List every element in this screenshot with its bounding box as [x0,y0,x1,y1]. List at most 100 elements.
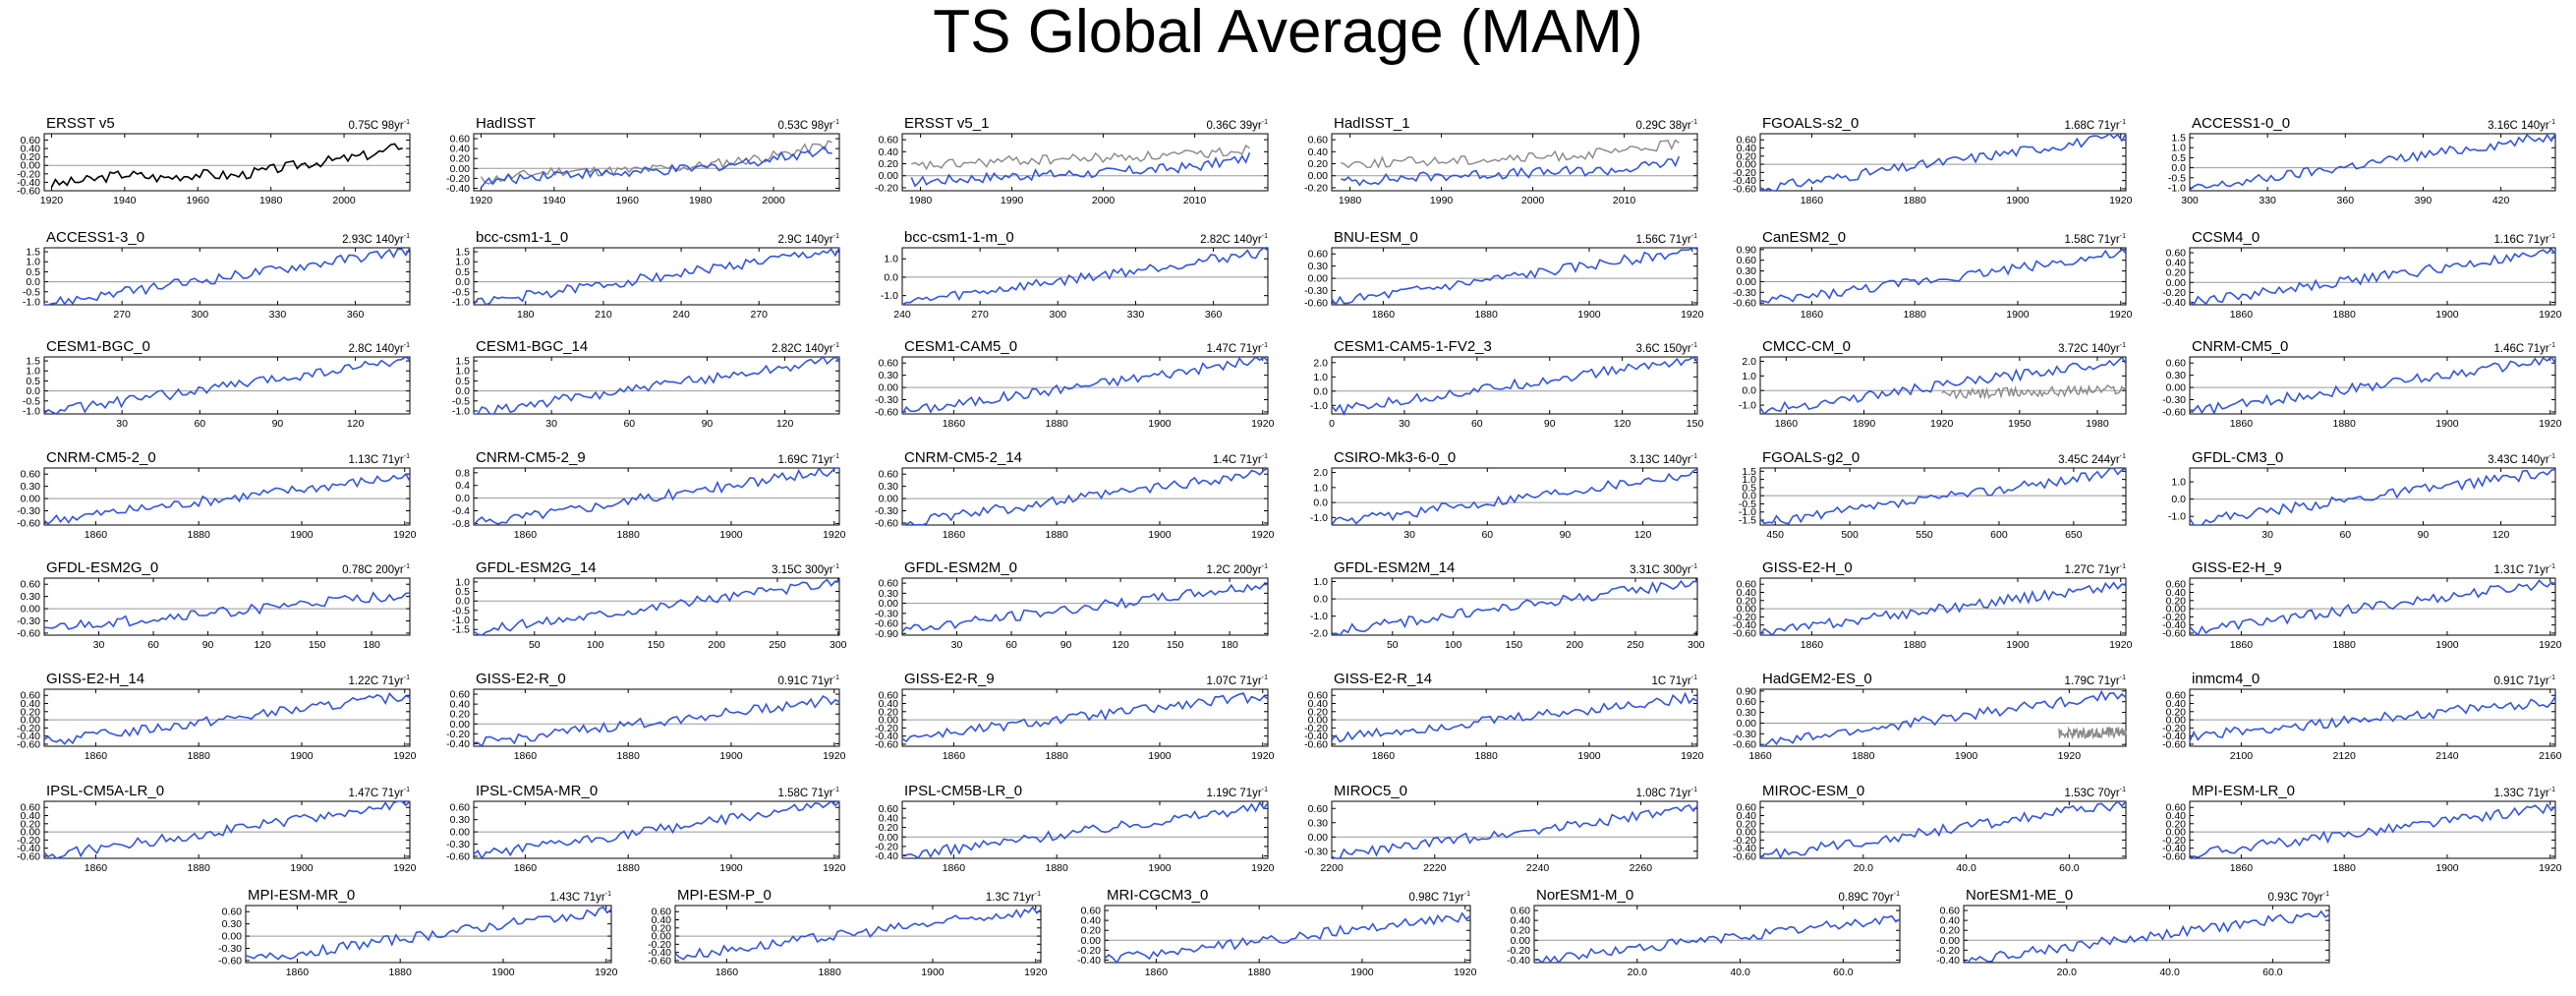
x-tick-label: 1860 [943,418,966,430]
x-tick-label: 1920 [393,862,417,874]
y-tick-label: 0.0 [26,276,40,288]
panel-trend: 1.68C 71yr-1 [2064,119,2127,132]
y-tick-label: -1.0 [2168,511,2186,523]
y-tick-label: 0.60 [1737,802,1757,814]
panel-cesm1-cam5-1-fv2-3: CESM1-CAM5-1-FV2_3 3.6C 150yr-1 2.0 1.0 0.0 -… [1310,339,1704,431]
y-tick-label: 0.00 [879,598,899,610]
x-tick-label: 1900 [2435,418,2459,430]
y-tick-label: -0.40 [17,843,40,854]
y-tick-label: -0.20 [875,723,898,734]
y-tick-label: -0.60 [1733,739,1756,751]
model-series-line [901,692,1269,743]
y-tick-label: 0.0 [455,276,470,288]
x-tick-label: 40.0 [1730,967,1750,978]
y-tick-label: 0.00 [1737,159,1757,171]
x-tick-label: 1990 [1430,195,1454,206]
x-tick-label: 180 [363,639,380,651]
panel-title: bcc-csm1-1-m_0 [904,229,1014,246]
panel-plot: 0.600.400.200.00-0.20-0.40 1860 1880 1900 19… [2162,247,2562,321]
plot-frame [473,133,840,192]
x-tick-label: 1860 [1775,418,1799,430]
y-tick-label: 0.40 [1081,915,1102,927]
plot-frame [43,133,411,192]
y-tick-label: -1.0 [452,615,470,626]
x-tick-label: 1980 [689,195,713,206]
panel-title: CNRM-CM5-2_0 [46,449,156,466]
x-tick-label: 2010 [1613,195,1636,206]
plot-frame [1963,905,2330,964]
x-tick-label: 330 [269,309,287,321]
x-tick-label: 1880 [2333,418,2357,430]
panel-title: GFDL-ESM2M_14 [1334,559,1456,576]
y-tick-label: 0.00 [222,931,243,943]
x-tick-label: 1860 [943,862,966,874]
y-tick-label: -0.60 [446,850,470,862]
y-tick-label: 0.5 [455,266,470,278]
x-tick-label: 1900 [290,750,314,762]
y-tick-label: -0.40 [875,731,898,742]
panel-title: CNRM-CM5-2_9 [476,449,586,466]
y-tick-label: 0.00 [879,170,899,182]
panel-title: IPSL-CM5A-LR_0 [46,783,165,799]
panel-trend: 1.46C 71yr-1 [2493,342,2556,355]
y-tick-label: -0.5 [1739,498,1756,510]
model-series-line [1331,579,1698,636]
y-tick-label: 0.20 [652,922,672,934]
y-tick-label: 0.00 [879,832,899,844]
obs-series-line [1941,383,2127,400]
panel-cnrm-cm5-0: CNRM-CM5_0 1.46C 71yr-1 0.60 0.30 0.00 -0.30-… [2162,339,2562,431]
model-series-line [44,247,411,306]
y-tick-label: 0.60 [879,469,899,481]
y-tick-label: -0.40 [1077,955,1101,967]
y-tick-label: -0.40 [17,731,40,742]
y-tick-label: -0.20 [1077,945,1101,957]
y-tick-label: -0.30 [875,394,898,406]
x-tick-label: 1880 [188,529,211,541]
x-tick-label: 270 [113,309,131,321]
panel-plot: 0.600.400.200.00-0.20-0.40 1860 1880 1900 19… [446,688,846,762]
x-tick-label: 1920 [1251,750,1275,762]
model-series-line [910,152,1251,188]
y-tick-label: -0.20 [17,835,40,847]
x-tick-label: 1880 [1475,309,1499,321]
panel-mpi-esm-lr-0: MPI-ESM-LR_0 1.33C 71yr-1 0.60 0.40 0.20 0.00… [2162,784,2562,875]
y-tick-label: -0.30 [17,615,40,627]
panel-plot: 0.600.400.200.00-0.20-0.40 20.0 40.0 60.0 [1936,905,2330,978]
panel-mri-cgcm3-0: MRI-CGCM3_0 0.98C 71yr-1 0.60 0.40 0.20 0.00-… [1077,888,1477,979]
y-tick-label: 0.40 [2166,258,2187,269]
panel-plot: 0.600.400.200.00-0.20-0.40-0.60 1860 1880 1… [1304,688,1704,762]
x-tick-label: 1920 [1024,967,1048,978]
y-tick-label: -0.40 [17,177,40,189]
y-tick-label: 0.20 [1737,595,1757,607]
y-tick-label: -0.60 [1733,298,1756,310]
y-tick-label: 0.30 [879,370,899,381]
panel-plot: 0.600.300.00-0.30-0.60-0.90 30 60 90 120 150 1… [875,577,1269,651]
x-tick-label: 1920 [1251,418,1275,430]
x-tick-label: 30 [116,418,128,430]
model-series-line [1759,467,2127,525]
model-series-line [2189,695,2556,742]
panel-title: GISS-E2-H_14 [46,671,145,687]
y-tick-label: 0.40 [879,146,899,158]
y-tick-label: 0.40 [21,698,41,710]
model-series-line [2189,468,2556,526]
x-tick-label: 40.0 [1956,862,1976,874]
x-tick-label: 60 [1481,529,1493,541]
y-tick-label: 1.0 [1313,372,1328,383]
y-tick-label: -0.40 [446,183,470,195]
y-tick-label: 0.40 [1737,810,1757,822]
model-series-line [901,800,1269,859]
panel-plot: 1.51.00.50.0-0.5-1.0 30 60 90 120 [452,356,840,430]
x-tick-label: 90 [702,418,714,430]
y-tick-label: 0.00 [2166,382,2187,394]
y-tick-label: -0.60 [17,517,40,529]
y-tick-label: -1.0 [881,290,898,302]
y-tick-label: 0.5 [455,586,470,598]
plot-frame [1759,577,2127,636]
x-tick-label: 60 [1471,418,1483,430]
plot-frame [43,467,411,526]
x-tick-label: 1920 [470,195,493,206]
x-tick-label: 1880 [617,750,641,762]
panel-giss-e2-h-0: GISS-E2-H_0 1.27C 71yr-1 0.60 0.40 0.20 0.00-… [1733,560,2133,652]
